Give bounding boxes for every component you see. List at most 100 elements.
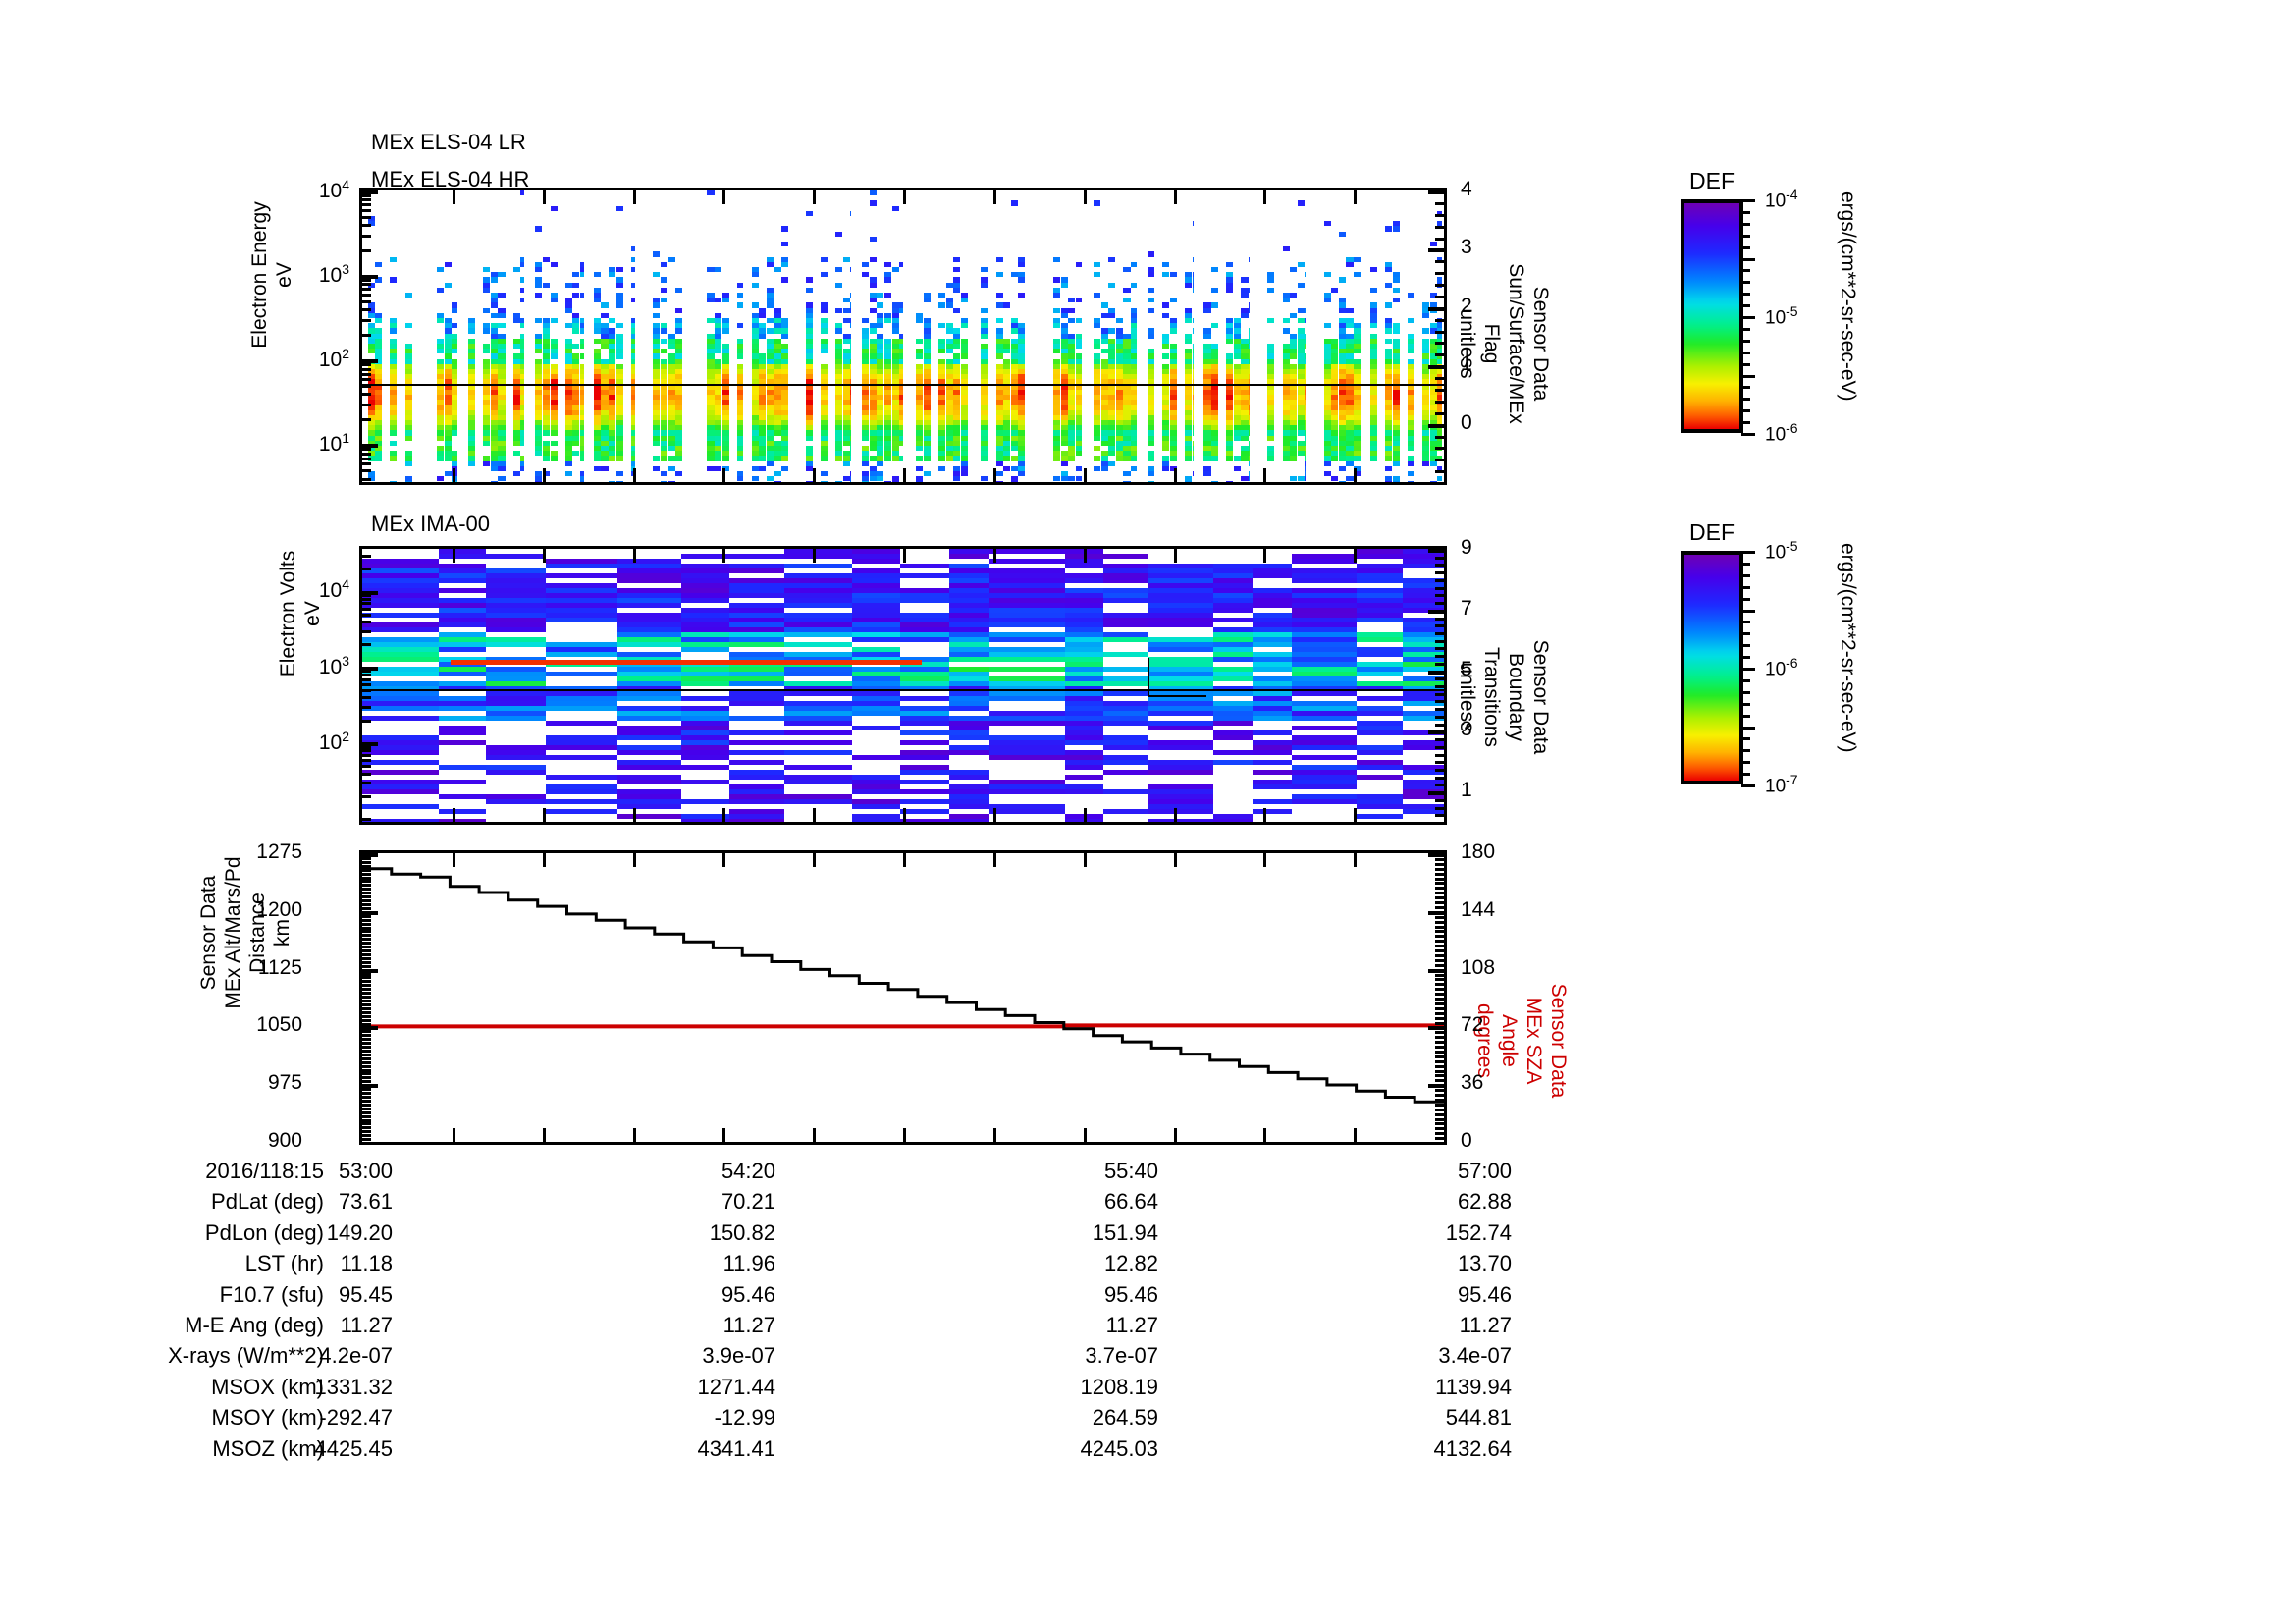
- spectrogram-cell: [821, 323, 828, 329]
- colorbar-tick: [1741, 573, 1750, 577]
- axis-tick-minor: [362, 1030, 371, 1034]
- spectrogram-cell: [1115, 420, 1123, 426]
- spectrogram-cell: [938, 389, 946, 395]
- spectrogram-cell: [1249, 353, 1250, 359]
- spectrogram-cell: [989, 667, 1066, 672]
- spectrogram-cell: [1148, 481, 1155, 482]
- spectrogram-cell: [1010, 349, 1018, 354]
- spectrogram-cell: [948, 784, 990, 789]
- colorbar-1[interactable]: [1681, 551, 1743, 784]
- spectrogram-cell: [1241, 338, 1249, 344]
- spectrogram-cell: [375, 318, 383, 324]
- axis-tick-minor: [362, 996, 371, 999]
- spectrogram-cell: [948, 564, 990, 568]
- spectrogram-cell: [877, 460, 884, 466]
- spectrogram-cell: [869, 277, 877, 283]
- spectrogram-cell: [1211, 302, 1219, 308]
- spectrogram-cell: [550, 405, 558, 410]
- spectrogram-cell: [601, 456, 609, 461]
- spectrogram-cell: [821, 395, 828, 401]
- spectrogram-cell: [512, 395, 520, 401]
- spectrogram-cell: [1338, 440, 1346, 446]
- spectrogram-cell: [1211, 414, 1219, 420]
- spectrogram-cell: [1429, 414, 1437, 420]
- spectrogram-cell: [1252, 770, 1292, 775]
- spectrogram-cell: [1226, 363, 1234, 369]
- spectrogram-cell: [1065, 627, 1104, 632]
- spectrogram-cell: [1203, 353, 1211, 359]
- spectrogram-cell: [1429, 425, 1437, 431]
- axis-tick-minor: [1435, 715, 1444, 719]
- spectrogram-cell: [593, 451, 601, 457]
- spectrogram-cell: [1290, 312, 1298, 318]
- spectrogram-cell: [1060, 307, 1068, 313]
- spectrogram-cell: [1115, 405, 1123, 410]
- spectrogram-cell: [891, 420, 899, 426]
- axis-tick-minor: [1435, 867, 1444, 871]
- spectrogram-cell: [1131, 405, 1138, 410]
- spectrogram-cell: [1131, 379, 1138, 385]
- spectrogram-cell: [490, 389, 498, 395]
- spectrogram-cell: [653, 395, 661, 401]
- spectrogram-cell: [842, 409, 850, 415]
- spectrogram-cell: [367, 430, 375, 436]
- spectrogram-cell: [728, 564, 785, 568]
- spectrogram-cell: [1094, 456, 1101, 461]
- middle-spectrogram-panel[interactable]: [359, 546, 1447, 825]
- spectrogram-cell: [862, 369, 870, 375]
- spectrogram-cell: [468, 420, 476, 426]
- spectrogram-cell: [784, 765, 853, 770]
- spectrogram-cell: [821, 369, 828, 375]
- spectrogram-cell: [774, 379, 781, 385]
- spectrogram-cell: [1018, 409, 1026, 415]
- spectrogram-cell: [877, 446, 884, 452]
- spectrogram-cell: [1370, 333, 1378, 339]
- colorbar-0[interactable]: [1681, 199, 1743, 433]
- spectrogram-cell: [490, 430, 498, 436]
- top-spectrogram-panel[interactable]: [359, 188, 1447, 485]
- spectrogram-cell: [486, 681, 547, 686]
- spectrogram-cell: [1403, 784, 1444, 789]
- spectrogram-cell: [1282, 451, 1290, 457]
- spectrogram-cell: [1385, 435, 1393, 441]
- spectrogram-cell: [1346, 307, 1354, 313]
- spectrogram-cell: [728, 676, 785, 681]
- spectrogram-cell: [1010, 358, 1018, 364]
- spectrogram-cell: [1053, 425, 1061, 431]
- spectrogram-cell: [1148, 726, 1214, 730]
- axis-tick-minor: [1435, 670, 1444, 674]
- spectrogram-cell: [1241, 400, 1249, 406]
- spectrogram-cell: [899, 627, 949, 632]
- spectrogram-cell: [452, 349, 457, 354]
- spectrogram-cell: [617, 622, 682, 627]
- spectrogram-cell: [1100, 363, 1108, 369]
- spectrogram-cell: [891, 358, 899, 364]
- bottom-line-panel[interactable]: [359, 850, 1447, 1145]
- spectrogram-cell: [1282, 446, 1290, 452]
- spectrogram-cell: [375, 369, 383, 375]
- spectrogram-cell: [923, 333, 931, 339]
- spectrogram-cell: [766, 425, 774, 431]
- spectrogram-cell: [1185, 282, 1193, 288]
- spectrogram-cell: [564, 456, 572, 461]
- spectrogram-cell: [1065, 588, 1104, 593]
- spectrogram-cell: [883, 440, 892, 446]
- spectrogram-cell: [1148, 608, 1214, 613]
- spectrogram-cell: [1297, 405, 1305, 410]
- spectrogram-cell: [1392, 395, 1401, 401]
- spectrogram-cell: [945, 389, 953, 395]
- axis-tick-major: [1263, 853, 1267, 867]
- bottom-right-axis-title: Sensor Data MEx SZA Angle degrees: [1472, 903, 1571, 1178]
- spectrogram-cell: [1249, 374, 1250, 380]
- spectrogram-cell: [938, 374, 946, 380]
- spectrogram-cell: [899, 302, 903, 308]
- spectrogram-cell: [535, 471, 543, 477]
- spectrogram-cell: [805, 425, 813, 431]
- spectrogram-cell: [1338, 446, 1346, 452]
- spectrogram-cell: [436, 425, 445, 431]
- spectrogram-cell: [1267, 374, 1275, 380]
- spectrogram-cell: [1018, 293, 1026, 298]
- spectrogram-cell: [546, 564, 617, 568]
- spectrogram-cell: [593, 409, 601, 415]
- spectrogram-cell: [1323, 471, 1331, 477]
